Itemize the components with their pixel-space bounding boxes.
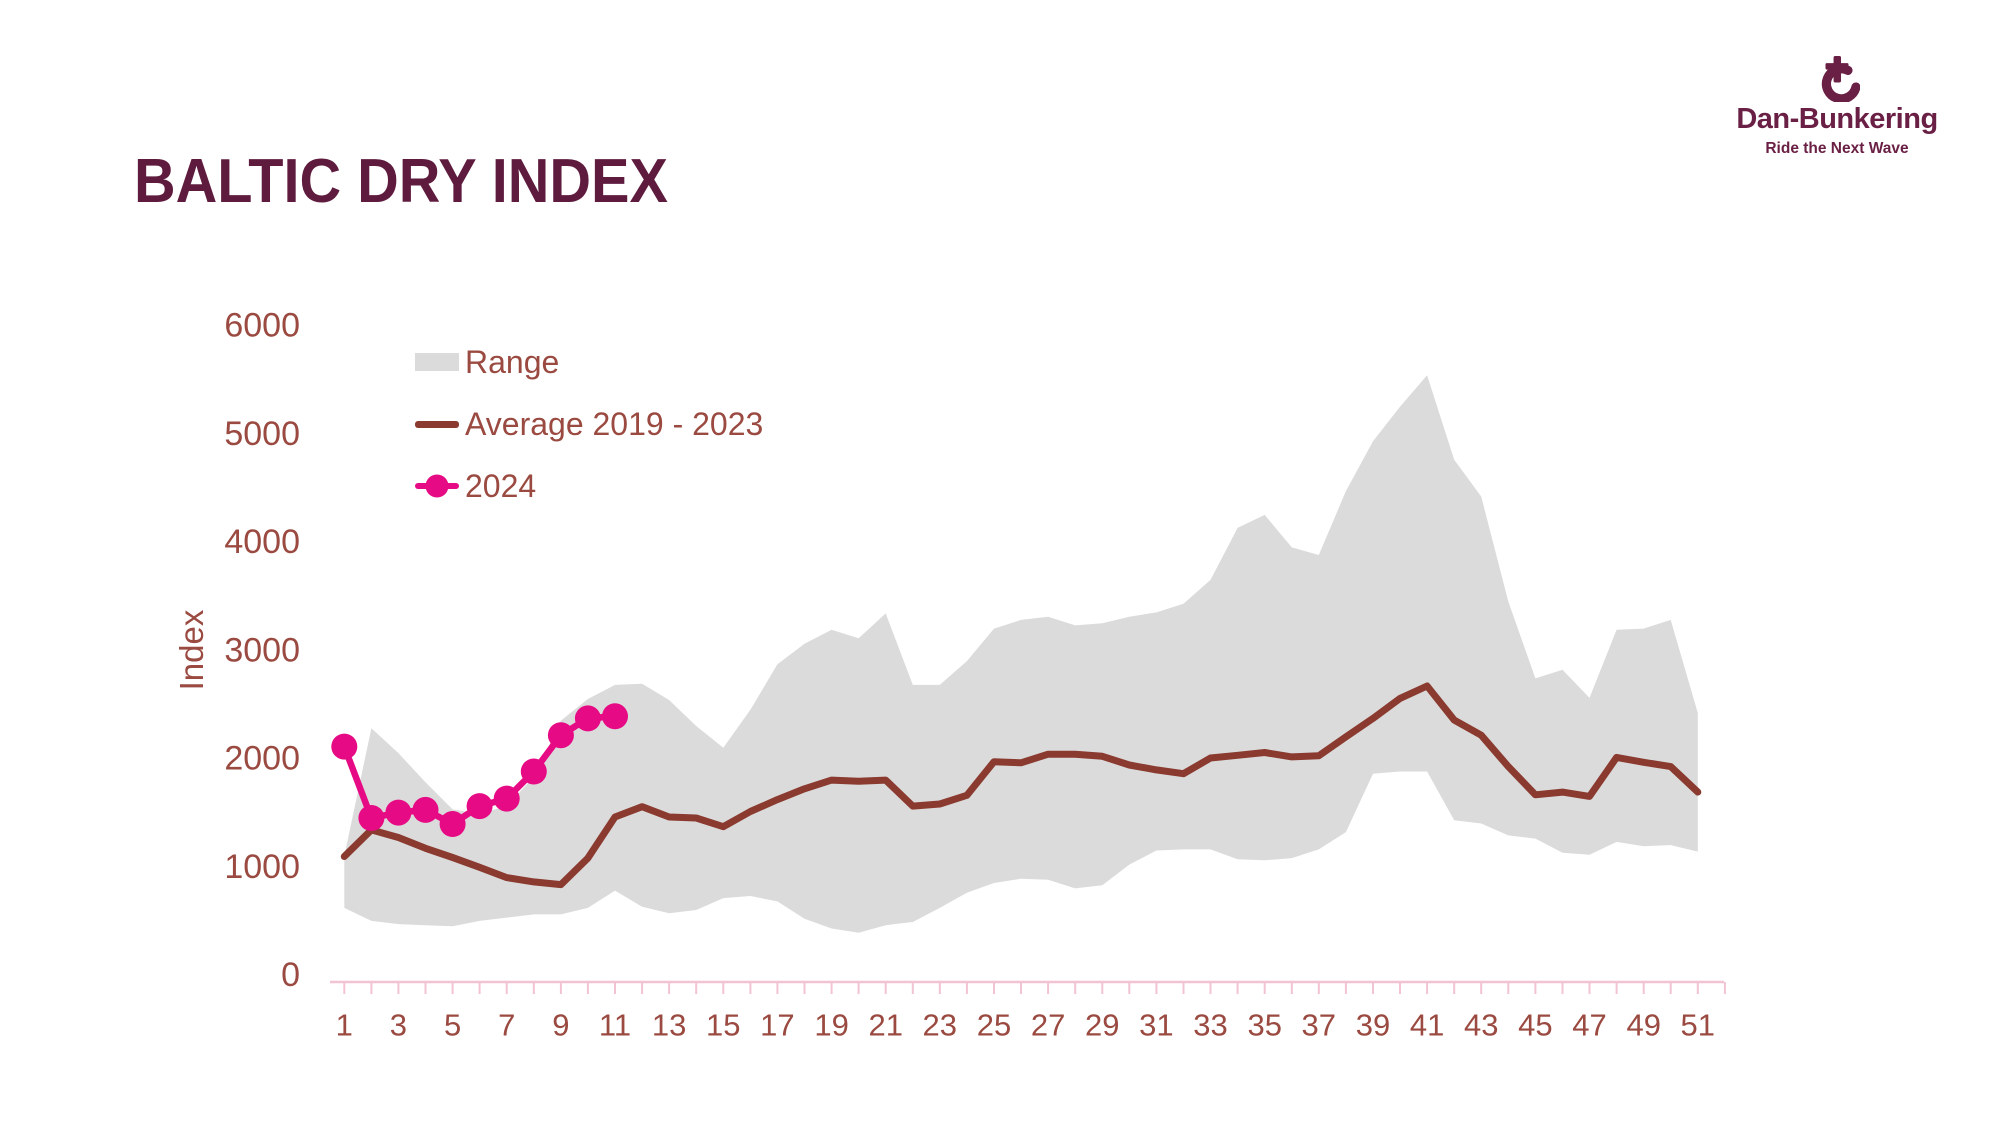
- series-2024-markers: [331, 703, 628, 837]
- x-tick-label: 45: [1518, 1008, 1552, 1043]
- x-tick-label: 23: [923, 1008, 957, 1043]
- legend-item-range: Range: [415, 338, 763, 386]
- legend-item-average: Average 2019 - 2023: [415, 400, 763, 448]
- legend-item-2024: 2024: [415, 462, 763, 510]
- x-axis: [330, 980, 1726, 994]
- brand-logo: Dan-Bunkering Ride the Next Wave: [1727, 56, 1947, 158]
- x-tick-label: 21: [868, 1008, 902, 1043]
- series-2024-marker: [547, 722, 574, 749]
- legend-label-2024: 2024: [465, 467, 537, 504]
- y-tick-label: 0: [281, 956, 300, 994]
- x-tick-label: 43: [1464, 1008, 1498, 1043]
- y-tick-label: 5000: [224, 415, 300, 453]
- y-axis-labels: 0 1000 2000 3000 4000 5000 6000: [224, 307, 300, 995]
- legend-swatch-range: [415, 353, 459, 371]
- x-tick-label: 7: [498, 1008, 515, 1043]
- x-tick-label: 41: [1410, 1008, 1444, 1043]
- series-2024-marker: [602, 703, 628, 730]
- series-2024-marker: [331, 733, 358, 760]
- x-tick-label: 39: [1356, 1008, 1390, 1043]
- legend-swatch-average: [415, 420, 459, 428]
- brand-name: Dan-Bunkering: [1736, 103, 1938, 135]
- x-tick-label: 27: [1031, 1008, 1065, 1043]
- page-title: BALTIC DRY INDEX: [134, 147, 668, 216]
- x-tick-label: 37: [1302, 1008, 1336, 1043]
- x-tick-label: 3: [390, 1008, 407, 1043]
- x-tick-label: 49: [1626, 1008, 1660, 1043]
- y-tick-label: 2000: [224, 740, 300, 778]
- series-2024-marker: [520, 758, 547, 785]
- range-band-area: [344, 375, 1698, 933]
- legend: Range Average 2019 - 2023 2024: [415, 338, 763, 524]
- series-2024-marker: [493, 785, 520, 812]
- legend-marker-dot: [425, 474, 449, 498]
- x-tick-label: 1: [336, 1008, 353, 1043]
- legend-swatch-2024: [415, 474, 459, 498]
- x-tick-label: 5: [444, 1008, 461, 1043]
- x-axis-labels: 1 3 5 7 9 11 13 15 17 19 21 23 25 27 29 31 33 35 37 39 41 43 4…: [336, 1008, 1715, 1043]
- x-tick-label: 29: [1085, 1008, 1119, 1043]
- series-2024-marker: [466, 793, 493, 820]
- y-axis-title: Index: [173, 609, 210, 690]
- x-tick-label: 25: [977, 1008, 1011, 1043]
- series-2024-marker: [358, 805, 385, 831]
- x-tick-label: 51: [1681, 1008, 1715, 1043]
- anchor-b-logo-icon: [1821, 56, 1860, 102]
- legend-label-range: Range: [465, 343, 560, 380]
- y-tick-label: 4000: [224, 523, 300, 561]
- brand-tagline: Ride the Next Wave: [1765, 140, 1909, 157]
- x-tick-label: 9: [552, 1008, 569, 1043]
- x-tick-label: 33: [1193, 1008, 1227, 1043]
- series-2024-marker: [574, 705, 601, 732]
- average-2019-2023-line: [340, 682, 1702, 889]
- x-tick-label: 47: [1572, 1008, 1606, 1043]
- x-tick-label: 35: [1247, 1008, 1281, 1043]
- series-2024-marker: [385, 799, 412, 826]
- legend-label-average: Average 2019 - 2023: [465, 405, 764, 442]
- x-tick-label: 13: [652, 1008, 686, 1043]
- series-2024-marker: [439, 811, 466, 837]
- y-tick-label: 3000: [224, 631, 300, 669]
- x-tick-label: 15: [706, 1008, 740, 1043]
- x-tick-label: 17: [760, 1008, 794, 1043]
- x-tick-label: 19: [814, 1008, 848, 1043]
- y-tick-label: 6000: [224, 307, 300, 345]
- x-tick-label: 31: [1139, 1008, 1173, 1043]
- x-tick-label: 11: [599, 1008, 631, 1043]
- series-2024-marker: [412, 796, 439, 823]
- y-tick-label: 1000: [224, 848, 300, 886]
